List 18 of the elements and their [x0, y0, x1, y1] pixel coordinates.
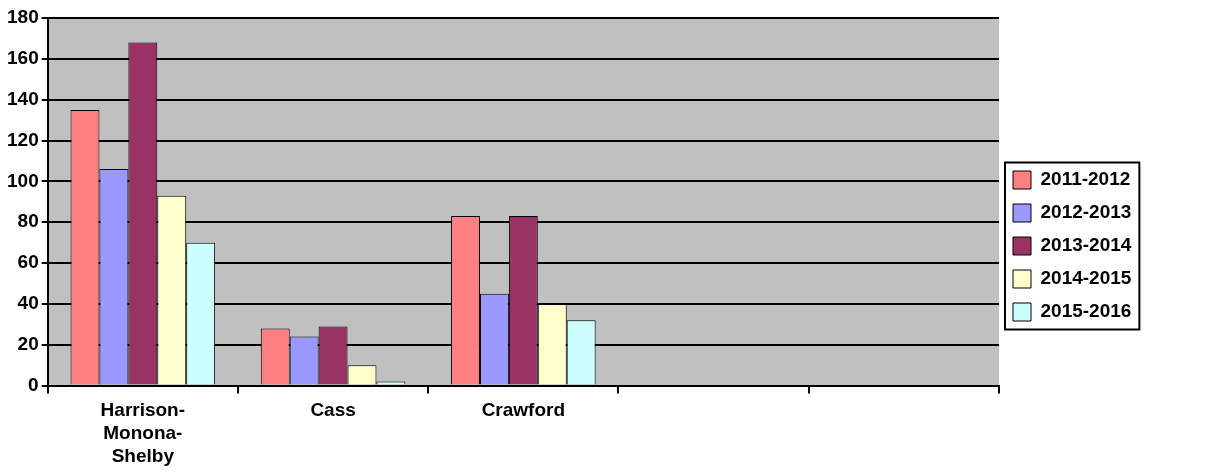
- legend-label: 2012-2013: [1040, 201, 1132, 223]
- y-tick-label: 100: [7, 169, 39, 191]
- y-tick-label: 0: [28, 373, 39, 395]
- y-tick-label: 40: [17, 292, 39, 314]
- y-tick-label: 80: [17, 210, 39, 232]
- x-tick-label: Harrison-Monona-Shelby: [100, 399, 186, 466]
- y-tick-label: 140: [7, 87, 39, 109]
- y-tick-label: 60: [17, 251, 39, 273]
- legend-label: 2013-2014: [1040, 234, 1132, 256]
- x-tick-label: Cass: [310, 399, 356, 421]
- x-tick-label: Crawford: [481, 399, 566, 421]
- legend-label: 2015-2016: [1040, 300, 1132, 322]
- y-tick-label: 20: [17, 332, 39, 354]
- legend-label: 2011-2012: [1040, 168, 1131, 190]
- y-tick-label: 180: [7, 6, 39, 28]
- y-tick-label: 120: [7, 128, 39, 150]
- y-tick-label: 160: [7, 47, 39, 69]
- legend-label: 2014-2015: [1040, 267, 1132, 289]
